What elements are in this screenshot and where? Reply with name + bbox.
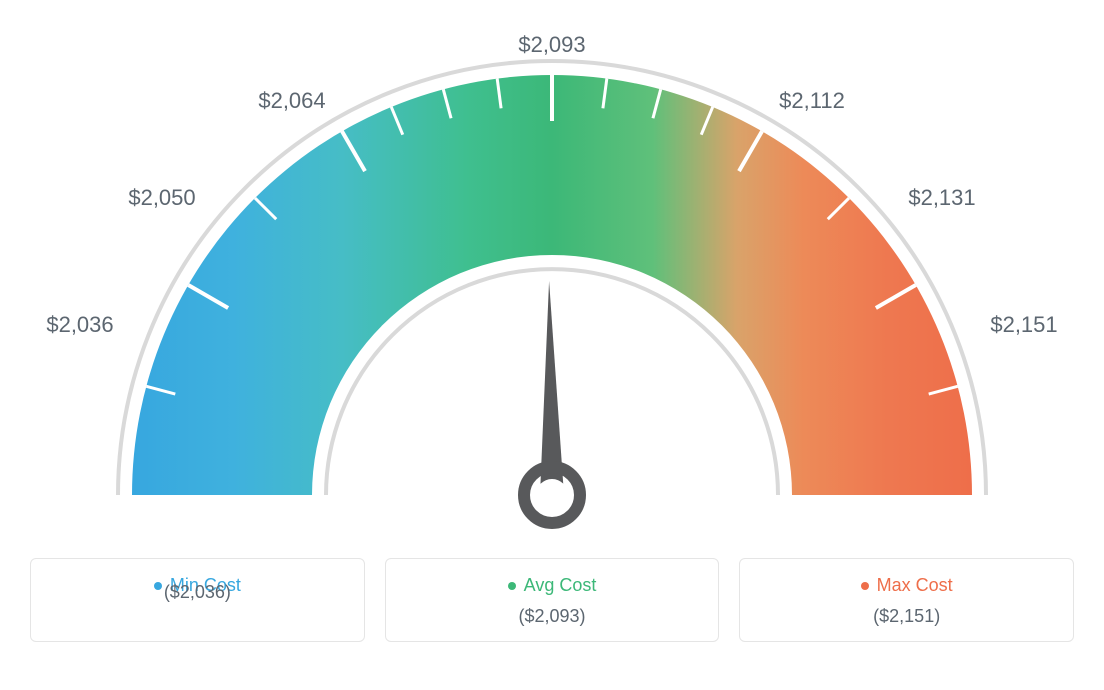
legend-title-max: Max Cost	[750, 575, 1063, 596]
dot-avg	[508, 582, 516, 590]
legend-title-text-avg: Avg Cost	[524, 575, 597, 596]
gauge-tick-label: $2,036	[46, 312, 113, 337]
legend-card-max: Max Cost ($2,151)	[739, 558, 1074, 642]
dot-min	[154, 582, 162, 590]
gauge-tick-label: $2,112	[779, 88, 845, 113]
legend-value-min-v: ($2,036)	[41, 582, 354, 603]
gauge-tick-label: $2,093	[518, 32, 585, 57]
legend-value-max: ($2,151)	[750, 606, 1063, 627]
gauge-tick-label: $2,151	[990, 312, 1057, 337]
gauge-cost-chart: $2,036 $2,050 $2,064 $2,093 $2,112 $2,131 $2,1…	[20, 20, 1084, 642]
legend-value-avg: ($2,093)	[396, 606, 709, 627]
gauge-tick-label: $2,064	[258, 88, 325, 113]
legend-title-avg: Avg Cost	[396, 575, 709, 596]
legend-row: Min Cost ($2,036) Avg Cost ($2,093) Max …	[20, 558, 1084, 642]
dot-max	[861, 582, 869, 590]
gauge-needle-hub-inner	[536, 479, 568, 511]
legend-card-avg: Avg Cost ($2,093)	[385, 558, 720, 642]
legend-title-text-max: Max Cost	[877, 575, 953, 596]
legend-card-min: Min Cost ($2,036)	[30, 558, 365, 642]
gauge-svg: $2,036 $2,050 $2,064 $2,093 $2,112 $2,131 $2,1…	[20, 20, 1084, 540]
gauge-tick-label: $2,050	[128, 185, 195, 210]
gauge-tick-label: $2,131	[908, 185, 975, 210]
gauge-area: $2,036 $2,050 $2,064 $2,093 $2,112 $2,131 $2,1…	[20, 20, 1084, 540]
